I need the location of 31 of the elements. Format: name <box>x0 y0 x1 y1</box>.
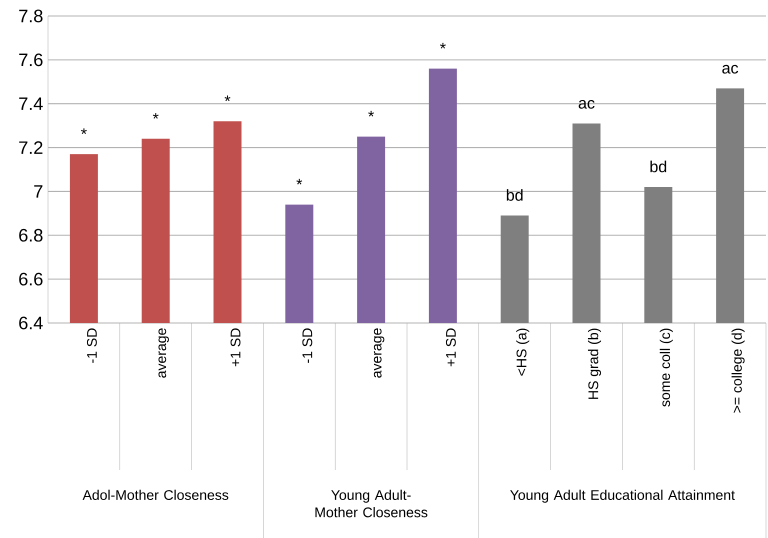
x-tick-label: -1 SD <box>86 328 97 363</box>
text: Young Adult Educational Attainment <box>510 490 735 503</box>
x-tick-label: average <box>374 328 384 378</box>
data-label: * <box>296 178 302 184</box>
data-label: ac <box>578 100 595 109</box>
data-label: * <box>81 128 87 134</box>
text: Young Adult-Mother Closeness <box>315 490 428 518</box>
y-tick-label: 7.2 <box>19 141 42 154</box>
data-label: * <box>152 113 159 119</box>
y-tick-label: 6.4 <box>19 316 43 330</box>
data-label: bd <box>506 189 523 201</box>
x-tick-label: -1 SD <box>302 328 312 363</box>
data-label: * <box>440 42 446 49</box>
y-tick-label: 6.6 <box>19 272 43 286</box>
x-tick-label: <HS (a) <box>516 328 530 376</box>
text: Adol-Mother Closeness <box>82 490 228 500</box>
x-tick-label: some coll (c) <box>660 328 673 407</box>
x-tick-label: +1 SD <box>230 328 240 366</box>
data-label: * <box>368 110 374 116</box>
y-tick-label: 7.6 <box>19 53 43 66</box>
data-label: bd <box>650 160 666 172</box>
x-tick-label: HS grad (b) <box>588 328 602 399</box>
x-tick-label: +1 SD <box>446 328 456 366</box>
y-tick-label: 6.8 <box>19 228 43 242</box>
data-label: * <box>224 96 230 102</box>
data-label: ac <box>722 64 738 74</box>
y-tick-label: 7.4 <box>19 98 43 110</box>
x-tick-label: average <box>158 328 169 378</box>
y-tick-label: 7 <box>34 185 42 198</box>
x-tick-label: >= college (d) <box>732 328 745 413</box>
y-tick-label: 7.8 <box>19 10 43 22</box>
